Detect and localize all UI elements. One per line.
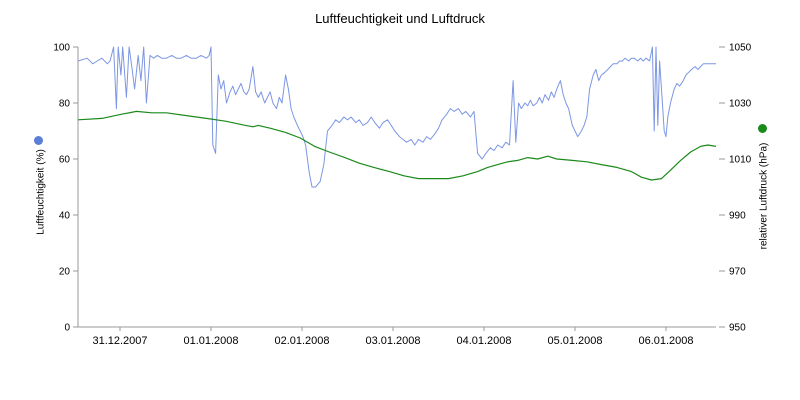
x-axis-tick-label: 04.01.2008 <box>456 335 511 347</box>
left-axis-tick-label: 20 <box>59 267 71 278</box>
left-axis-tick-label: 0 <box>64 323 70 334</box>
left-axis-tick-label: 60 <box>59 155 71 166</box>
right-axis-label: relativer Luftdruck (hPa) <box>758 142 770 250</box>
right-axis-tick-label: 1010 <box>729 155 752 166</box>
x-axis-tick-label: 05.01.2008 <box>547 335 602 347</box>
right-axis-tick-label: 1050 <box>729 43 752 54</box>
chart-title: Luftfeuchtigkeit und Luftdruck <box>315 11 485 26</box>
left-axis-tick-label: 40 <box>59 211 71 222</box>
x-axis-tick-label: 01.01.2008 <box>183 335 238 347</box>
series-line-pressure <box>78 110 717 181</box>
left-axis-tick-label: 80 <box>59 99 71 110</box>
right-axis-tick-label: 1030 <box>729 99 752 110</box>
series-line-humidity <box>77 46 716 188</box>
right-axis-tick-label: 990 <box>729 211 746 222</box>
x-axis-tick-label: 31.12.2007 <box>92 335 147 347</box>
x-axis-tick-label: 02.01.2008 <box>274 335 329 347</box>
x-axis-tick-label: 03.01.2008 <box>365 335 420 347</box>
left-axis-tick-label: 100 <box>53 43 70 54</box>
right-axis-tick-label: 970 <box>729 267 746 278</box>
right-axis-tick-label: 950 <box>729 323 746 334</box>
left-axis-label: Luftfeuchtigkeit (%) <box>35 149 47 235</box>
axis-lines <box>77 47 716 328</box>
humidity-legend-dot <box>34 136 43 145</box>
x-axis-tick-label: 06.01.2008 <box>638 335 693 347</box>
pressure-legend-dot <box>758 124 767 133</box>
